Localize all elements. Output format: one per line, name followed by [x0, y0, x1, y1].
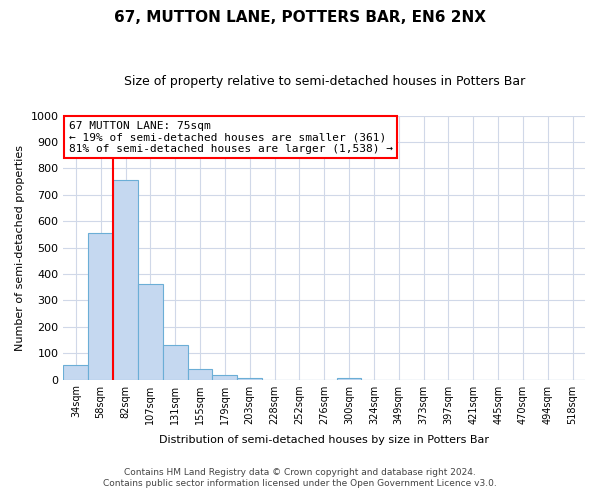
Bar: [138, 284, 163, 380]
Title: Size of property relative to semi-detached houses in Potters Bar: Size of property relative to semi-detach…: [124, 75, 525, 88]
X-axis label: Distribution of semi-detached houses by size in Potters Bar: Distribution of semi-detached houses by …: [159, 435, 489, 445]
Bar: [113, 180, 138, 380]
Bar: [237, 378, 262, 380]
Bar: [64, 365, 88, 380]
Bar: [88, 233, 113, 380]
Bar: [212, 375, 237, 380]
Text: 67, MUTTON LANE, POTTERS BAR, EN6 2NX: 67, MUTTON LANE, POTTERS BAR, EN6 2NX: [114, 10, 486, 25]
Bar: [337, 378, 361, 380]
Bar: [188, 369, 212, 380]
Text: Contains HM Land Registry data © Crown copyright and database right 2024.
Contai: Contains HM Land Registry data © Crown c…: [103, 468, 497, 487]
Bar: [163, 345, 188, 380]
Text: 67 MUTTON LANE: 75sqm
← 19% of semi-detached houses are smaller (361)
81% of sem: 67 MUTTON LANE: 75sqm ← 19% of semi-deta…: [68, 121, 392, 154]
Y-axis label: Number of semi-detached properties: Number of semi-detached properties: [15, 144, 25, 350]
